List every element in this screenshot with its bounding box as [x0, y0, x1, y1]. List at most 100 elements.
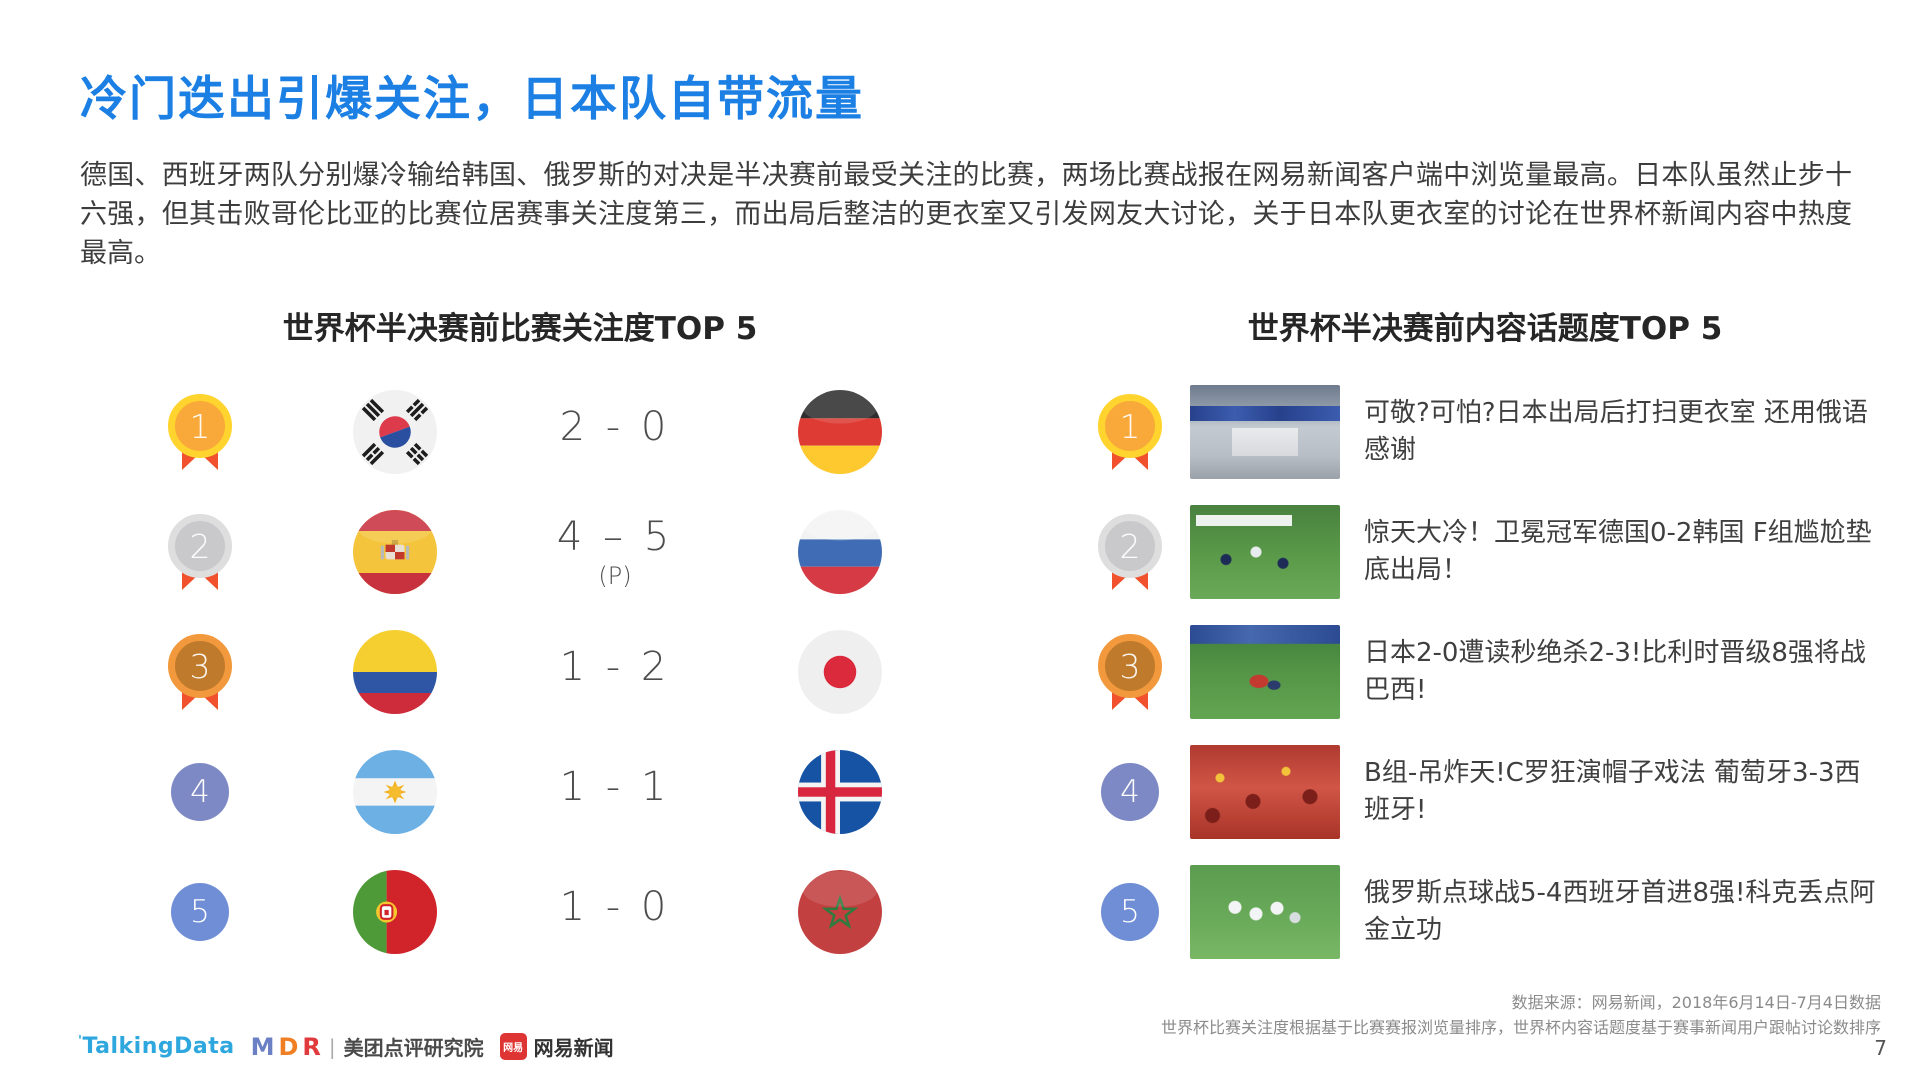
rank-number: 3 — [1098, 634, 1162, 698]
score-text: 1 - 0 — [559, 884, 671, 930]
score-note — [480, 692, 750, 700]
news-thumbnail-locker-room — [1190, 385, 1340, 479]
rank-number: 4 — [1120, 774, 1140, 810]
news-row-5: 5 俄罗斯点球战5-4西班牙首进8强!科克丢点阿金立功 — [1080, 852, 1890, 972]
rank-cell: 1 — [90, 394, 310, 470]
score-note — [480, 452, 750, 460]
rank-number: 4 — [190, 774, 210, 810]
news-row-1: 1 可敬?可怕?日本出局后打扫更衣室 还用俄语感谢 — [1080, 372, 1890, 492]
argentina-flag-icon — [353, 750, 437, 834]
left-panel-title: 世界杯半决赛前比赛关注度TOP 5 — [282, 311, 758, 347]
match-row-4: 4 1 - 1 — [90, 732, 950, 852]
rank-cell: 4 — [90, 763, 310, 821]
iceland-flag-icon — [798, 750, 882, 834]
rank-number: 2 — [1098, 514, 1162, 578]
score-text: 2 - 0 — [559, 404, 671, 450]
news-headline: 可敬?可怕?日本出局后打扫更衣室 还用俄语感谢 — [1364, 398, 1868, 465]
match-row-3: 3 1 - 2 — [90, 612, 950, 732]
gold-medal-icon: 1 — [168, 394, 232, 470]
match-row-1: 1 — [90, 372, 950, 492]
south-korea-flag-icon — [353, 390, 437, 474]
rank-number: 2 — [168, 514, 232, 578]
rank-number: 1 — [168, 394, 232, 458]
mdr-letter-r: R — [302, 1032, 321, 1061]
news-ranking-list: 1 可敬?可怕?日本出局后打扫更衣室 还用俄语感谢 2 惊天大冷！卫冕冠军德国0… — [1080, 372, 1890, 972]
netease-news-label: 网易新闻 — [533, 1036, 614, 1060]
news-thumbnail-japan-belgium — [1190, 625, 1340, 719]
intro-paragraph: 德国、西班牙两队分别爆冷输给韩国、俄罗斯的对决是半决赛前最受关注的比赛，两场比赛… — [80, 160, 1852, 269]
news-thumbnail-russia-spain — [1190, 865, 1340, 959]
bronze-medal-icon: 3 — [168, 634, 232, 710]
rank-cell: 2 — [90, 514, 310, 590]
score-cell: 2 - 0 — [480, 404, 750, 460]
rank-cell: 1 — [1080, 394, 1180, 470]
rank-5-circle-icon: 5 — [171, 883, 229, 941]
news-headline: 日本2-0遭读秒绝杀2-3!比利时晋级8强将战巴西! — [1364, 638, 1866, 705]
news-headline: 惊天大冷！卫冕冠军德国0-2韩国 F组尴尬垫底出局！ — [1364, 518, 1872, 585]
rank-number: 3 — [168, 634, 232, 698]
match-ranking-list: 1 — [90, 372, 950, 972]
score-cell: 1 - 2 — [480, 644, 750, 700]
team2-flag-cell — [750, 390, 930, 474]
score-cell: 4 – 5 (P) — [480, 514, 750, 590]
team2-flag-cell — [750, 630, 930, 714]
rank-4-circle-icon: 4 — [171, 763, 229, 821]
russia-flag-icon — [798, 510, 882, 594]
netease-news-logo: 网易 网易新闻 — [499, 1032, 614, 1061]
netease-badge-icon: 网易 — [499, 1033, 527, 1060]
gold-medal-icon: 1 — [1098, 394, 1162, 470]
team1-flag-cell — [310, 750, 480, 834]
rank-cell: 4 — [1080, 763, 1180, 821]
talkingdata-logo: 'TalkingData — [78, 1034, 235, 1059]
rank-cell: 2 — [1080, 514, 1180, 590]
news-headline: 俄罗斯点球战5-4西班牙首进8强!科克丢点阿金立功 — [1364, 878, 1876, 945]
bronze-medal-icon: 3 — [1098, 634, 1162, 710]
team2-flag-cell — [750, 510, 930, 594]
rank-cell: 3 — [90, 634, 310, 710]
news-thumbnail-portugal-spain-fans — [1190, 745, 1340, 839]
score-note: (P) — [598, 562, 632, 590]
match-row-5: 5 1 - 0 — [90, 852, 950, 972]
score-cell: 1 - 1 — [480, 764, 750, 820]
talkingdata-wordmark: TalkingData — [82, 1034, 235, 1059]
page-title: 冷门迭出引爆关注，日本队自带流量 — [80, 72, 864, 127]
rank-cell: 5 — [90, 883, 310, 941]
rank-cell: 3 — [1080, 634, 1180, 710]
team1-flag-cell — [310, 510, 480, 594]
score-text: 4 – 5 — [556, 514, 674, 560]
rank-cell: 5 — [1080, 883, 1180, 941]
source-line-2: 世界杯比赛关注度根据基于比赛赛报浏览量排序，世界杯内容话题度基于赛事新闻用户跟帖… — [1160, 1018, 1881, 1037]
data-source-note: 数据来源：网易新闻，2018年6月14日-7月4日数据 世界杯比赛关注度根据基于… — [1161, 990, 1881, 1040]
source-line-1: 数据来源：网易新闻，2018年6月14日-7月4日数据 — [1511, 993, 1881, 1012]
talkingdata-tick: ' — [78, 1034, 83, 1049]
spain-flag-icon — [353, 510, 437, 594]
news-thumbnail-germany-korea — [1190, 505, 1340, 599]
logo-divider: | — [328, 1034, 336, 1059]
news-row-4: 4 B组-吊炸天!C罗狂演帽子戏法 葡萄牙3-3西班牙! — [1080, 732, 1890, 852]
morocco-flag-icon — [798, 870, 882, 954]
silver-medal-icon: 2 — [168, 514, 232, 590]
portugal-flag-icon — [353, 870, 437, 954]
score-text: 1 - 2 — [559, 644, 671, 690]
page-number: 7 — [1874, 1036, 1887, 1060]
japan-flag-icon — [798, 630, 882, 714]
team2-flag-cell — [750, 750, 930, 834]
mdr-letter-m: M — [250, 1032, 275, 1061]
news-row-2: 2 惊天大冷！卫冕冠军德国0-2韩国 F组尴尬垫底出局！ — [1080, 492, 1890, 612]
rank-4-circle-icon: 4 — [1101, 763, 1159, 821]
team1-flag-cell — [310, 630, 480, 714]
germany-flag-icon — [798, 390, 882, 474]
rank-number: 5 — [190, 894, 210, 930]
score-note — [480, 932, 750, 940]
team1-flag-cell — [310, 390, 480, 474]
match-row-2: 2 — [90, 492, 950, 612]
rank-number: 1 — [1098, 394, 1162, 458]
colombia-flag-icon — [353, 630, 437, 714]
rank-number: 5 — [1120, 894, 1140, 930]
score-note — [480, 812, 750, 820]
mdr-letter-d: D — [278, 1032, 299, 1061]
score-cell: 1 - 0 — [480, 884, 750, 940]
